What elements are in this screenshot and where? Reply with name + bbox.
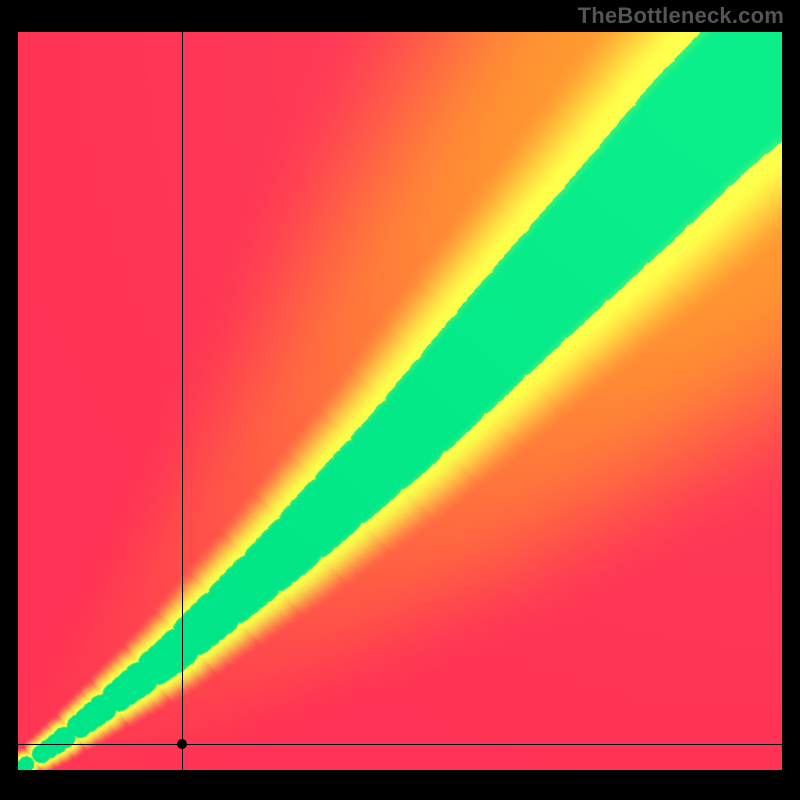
attribution-label: TheBottleneck.com (578, 0, 784, 32)
crosshair-horizontal (18, 744, 782, 745)
heatmap-plot (18, 32, 782, 770)
heatmap-canvas (18, 32, 782, 770)
crosshair-vertical (182, 32, 183, 770)
crosshair-marker (177, 739, 187, 749)
figure-root: TheBottleneck.com (0, 0, 800, 800)
